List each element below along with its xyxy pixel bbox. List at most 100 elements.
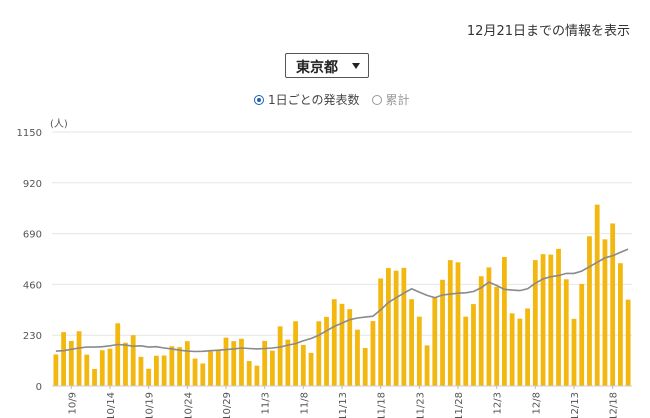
bar [84, 354, 90, 386]
bar [339, 303, 345, 386]
radio-checked-icon [254, 94, 264, 105]
bar [409, 299, 414, 386]
bar [347, 309, 353, 386]
bar [285, 339, 291, 386]
bar [161, 355, 167, 386]
bar [455, 262, 461, 386]
radio-unchecked-icon [371, 94, 382, 105]
bar [525, 308, 530, 386]
bar [548, 254, 554, 386]
bar [123, 342, 128, 386]
bar [610, 223, 616, 386]
bar [99, 350, 105, 386]
bar [471, 304, 476, 386]
bar [502, 257, 507, 386]
y-tick-label: 0 [36, 382, 42, 393]
bar [154, 355, 159, 386]
bar [424, 345, 430, 386]
bar [509, 313, 515, 386]
prefecture-select-value: 東京都 [296, 60, 338, 76]
x-tick-label: 11/28 [454, 392, 465, 418]
mode-radio-group: 1日ごとの発表数 累計 [254, 91, 422, 108]
bar [239, 338, 244, 386]
bar [602, 239, 608, 386]
bar [386, 268, 391, 386]
y-tick-label: 230 [23, 331, 42, 342]
y-tick-label: 460 [23, 280, 42, 291]
bar [494, 286, 500, 386]
bar [393, 270, 399, 386]
bar [478, 276, 484, 386]
bar [53, 354, 59, 386]
bar [401, 267, 407, 386]
bar [440, 279, 445, 386]
x-tick-label: 11/8 [299, 392, 310, 414]
bar [594, 204, 600, 386]
x-tick-label: 12/18 [609, 392, 620, 418]
bar [618, 263, 623, 386]
radio-cumulative[interactable]: 累計 [371, 91, 410, 108]
bar [625, 299, 631, 386]
chart-bars [53, 204, 631, 386]
chevron-down-icon [352, 63, 360, 69]
x-tick-label: 10/24 [183, 392, 194, 418]
bar [517, 318, 523, 386]
x-tick-label: 10/29 [222, 392, 233, 418]
bar [130, 335, 136, 386]
radio-daily[interactable]: 1日ごとの発表数 [254, 91, 360, 108]
y-axis-unit-label: (人) [50, 118, 68, 130]
x-tick-label: 12/8 [531, 392, 542, 414]
bar [556, 248, 561, 386]
bar [61, 332, 66, 386]
bar [177, 347, 182, 386]
bar [68, 340, 74, 386]
bar [246, 361, 252, 386]
bar [262, 340, 268, 386]
chart-line [55, 248, 629, 353]
x-tick-label: 12/13 [570, 392, 581, 418]
bar [138, 356, 144, 386]
bar [277, 326, 283, 386]
bar [215, 350, 221, 386]
info-date-note: 12月21日までの情報を表示 [466, 24, 630, 39]
bar [107, 348, 113, 386]
bar [447, 260, 453, 386]
x-tick-label: 10/19 [145, 392, 156, 418]
x-tick-label: 11/13 [338, 392, 349, 418]
bar [331, 299, 337, 386]
prefecture-select[interactable]: 東京都 [285, 53, 369, 78]
x-tick-label: 11/18 [377, 392, 388, 418]
bar [270, 350, 275, 386]
bar [587, 236, 592, 386]
bar [378, 278, 384, 386]
bar [293, 321, 298, 386]
bar [115, 323, 121, 386]
y-tick-label: 690 [23, 230, 42, 241]
bar [208, 351, 213, 386]
radio-daily-label: 1日ごとの発表数 [268, 93, 360, 107]
y-tick-label: 1150 [17, 128, 42, 139]
chart-y-axis: 0 230 460 690 920 1150 [17, 128, 42, 393]
bar [532, 260, 538, 386]
bar [231, 341, 237, 386]
bar [416, 316, 422, 386]
bar [254, 365, 260, 386]
bar [146, 368, 152, 386]
bar [540, 254, 546, 386]
x-tick-label: 10/9 [67, 392, 78, 414]
bar [362, 348, 368, 386]
bar [300, 344, 306, 386]
bar [76, 331, 82, 386]
x-tick-label: 10/14 [106, 392, 117, 418]
bar [184, 341, 190, 386]
moving-average-line [55, 248, 629, 353]
bar [579, 283, 585, 386]
bar [324, 316, 329, 386]
bar [92, 368, 97, 386]
bar [432, 296, 438, 386]
bar [486, 267, 492, 386]
bar [308, 352, 314, 386]
bar [370, 321, 376, 386]
bar [316, 321, 322, 386]
